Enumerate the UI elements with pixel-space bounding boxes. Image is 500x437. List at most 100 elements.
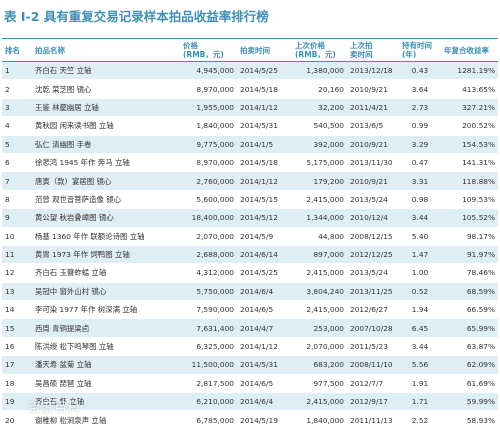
cell-price: 7,590,000	[180, 300, 237, 320]
cell-rate: 61.69%	[441, 374, 498, 394]
cell-prev-price: 2,415,000	[292, 190, 347, 210]
cell-price: 5,750,000	[180, 282, 237, 302]
table-row: 1 齐白石 天竺 立轴 4,945,000 2014/5/25 1,380,000 201…	[2, 61, 498, 81]
cell-date: 2014/5/25	[237, 263, 292, 283]
cell-price: 2,688,000	[180, 245, 237, 265]
cell-rank: 17	[2, 355, 32, 375]
cell-price: 1,840,000	[180, 116, 237, 136]
cell-prev-price: 897,000	[292, 245, 347, 265]
table-row: 4 黄秋园 闲来读书图 立轴 1,840,000 2014/5/31 540,500 20…	[2, 116, 498, 136]
cell-prev-price: 44,800	[292, 227, 347, 246]
cell-rank: 9	[2, 208, 32, 228]
cell-name: 黄秋园 闲来读书图 立轴	[32, 116, 180, 136]
cell-hold: 0.47	[399, 153, 441, 173]
cell-hold: 3.31	[399, 171, 441, 191]
cell-name: 杨基 1360 年作 联额论诗图 立轴	[32, 227, 180, 246]
cell-prev-date: 2012/7/7	[347, 374, 399, 394]
table-row: 5 弘仁 清幽图 手卷 9,775,000 2014/1/5 392,000 2010/9…	[2, 135, 498, 154]
cell-name: 王鉴 林壑幽居 立轴	[32, 98, 180, 118]
ranking-table: 排名 拍品名称 价格 (RMB，元) 拍卖时间 上次价格 (RMB，元) 上次拍 卖时…	[2, 38, 498, 430]
cell-date: 2014/5/18	[237, 153, 292, 173]
header-row: 排名 拍品名称 价格 (RMB，元) 拍卖时间 上次价格 (RMB，元) 上次拍 卖时…	[2, 38, 498, 62]
cell-name: 齐白石 天竺 立轴	[32, 61, 180, 81]
cell-name: 潘天寿 盆菊 立轴	[32, 355, 180, 375]
cell-price: 5,600,000	[180, 190, 237, 210]
cell-prev-date: 2010/9/21	[347, 135, 399, 154]
cell-name: 唐寅（款）宴居图 镜心	[32, 171, 180, 191]
cell-hold: 1.91	[399, 374, 441, 394]
cell-name: 谢稚柳 松涧泉声 立轴	[32, 410, 180, 430]
table-row: 10 杨基 1360 年作 联额论诗图 立轴 2,070,000 2014/5/9 44…	[2, 227, 498, 246]
cell-rate: 91.97%	[441, 245, 498, 265]
cell-rate: 413.65%	[441, 79, 498, 99]
cell-rank: 19	[2, 392, 32, 412]
cell-rate: 59.99%	[441, 392, 498, 412]
cell-rank: 18	[2, 374, 32, 394]
cell-rank: 4	[2, 116, 32, 136]
cell-price: 1,955,000	[180, 98, 237, 118]
cell-prev-price: 32,200	[292, 98, 347, 118]
cell-prev-date: 2010/9/21	[347, 79, 399, 99]
cell-prev-price: 3,804,240	[292, 282, 347, 302]
cell-rank: 7	[2, 171, 32, 191]
cell-date: 2014/1/12	[237, 337, 292, 357]
table-row: 19 齐白石 虾 立轴 6,210,000 2014/6/4 2,415,000 2012…	[2, 392, 498, 412]
cell-prev-price: 20,160	[292, 79, 347, 99]
cell-prev-price: 392,000	[292, 135, 347, 154]
cell-prev-price: 2,415,000	[292, 392, 347, 412]
cell-rate: 105.52%	[441, 208, 498, 228]
cell-price: 7,631,400	[180, 318, 237, 338]
cell-rank: 6	[2, 153, 32, 173]
cell-prev-date: 2013/5/24	[347, 263, 399, 283]
header-date: 拍卖时间	[237, 38, 292, 62]
cell-rate: 98.17%	[441, 227, 498, 246]
cell-rate: 154.53%	[441, 135, 498, 154]
cell-hold: 0.99	[399, 116, 441, 136]
watermark-logo: 百度百科	[28, 401, 81, 416]
cell-prev-date: 2010/12/4	[347, 208, 399, 228]
cell-prev-price: 179,200	[292, 171, 347, 191]
header-hold: 持有时间 (年)	[399, 38, 441, 62]
cell-prev-price: 540,500	[292, 116, 347, 136]
table-row: 16 陈洪绶 松下鸣琴图 立轴 6,325,000 2014/1/12 2,070,00…	[2, 337, 498, 357]
cell-rate: 1281.19%	[441, 61, 498, 81]
cell-prev-date: 2013/5/24	[347, 190, 399, 210]
cell-date: 2014/5/31	[237, 116, 292, 136]
cell-rank: 2	[2, 79, 32, 99]
cell-rate: 63.87%	[441, 337, 498, 357]
header-name: 拍品名称	[32, 38, 180, 62]
cell-hold: 1.94	[399, 300, 441, 320]
cell-name: 西周 青铜提梁卣	[32, 318, 180, 338]
cell-price: 4,312,000	[180, 263, 237, 283]
cell-hold: 2.52	[399, 410, 441, 430]
cell-rate: 65.99%	[441, 318, 498, 338]
cell-name: 黄胄 1973 年作 饲鸭图 立轴	[32, 245, 180, 265]
cell-hold: 2.73	[399, 98, 441, 118]
table-row: 2 沈乾 菜芝图 镜心 8,970,000 2014/5/18 20,160 2010/9…	[2, 79, 498, 99]
cell-date: 2014/1/12	[237, 98, 292, 118]
cell-prev-price: 2,070,000	[292, 337, 347, 357]
cell-name: 范曾 观世音菩萨造像 镜心	[32, 190, 180, 210]
cell-hold: 1.00	[399, 263, 441, 283]
cell-hold: 1.47	[399, 245, 441, 265]
table-row: 13 吴冠中 窗外山村 镜心 5,750,000 2014/6/4 3,804,240 2…	[2, 282, 498, 302]
header-rate: 年复合收益率	[441, 38, 498, 62]
header-prev-price: 上次价格 (RMB，元)	[292, 38, 347, 62]
table-row: 8 范曾 观世音菩萨造像 镜心 5,600,000 2014/5/15 2,415,00…	[2, 190, 498, 210]
cell-rate: 66.59%	[441, 300, 498, 320]
cell-prev-price: 1,380,000	[292, 61, 347, 81]
cell-hold: 3.29	[399, 135, 441, 154]
cell-rank: 3	[2, 98, 32, 118]
cell-hold: 5.40	[399, 227, 441, 246]
table-row: 20 谢稚柳 松涧泉声 立轴 6,785,000 2014/5/19 1,840,000…	[2, 410, 498, 430]
cell-name: 吴昌硕 琵琶 立轴	[32, 374, 180, 394]
cell-price: 9,775,000	[180, 135, 237, 154]
cell-rank: 10	[2, 227, 32, 246]
cell-rank: 1	[2, 61, 32, 81]
cell-price: 2,817,500	[180, 374, 237, 394]
cell-hold: 1.71	[399, 392, 441, 412]
cell-price: 8,970,000	[180, 153, 237, 173]
cell-rate: 62.09%	[441, 355, 498, 375]
cell-name: 弘仁 清幽图 手卷	[32, 135, 180, 154]
cell-prev-price: 2,415,000	[292, 300, 347, 320]
